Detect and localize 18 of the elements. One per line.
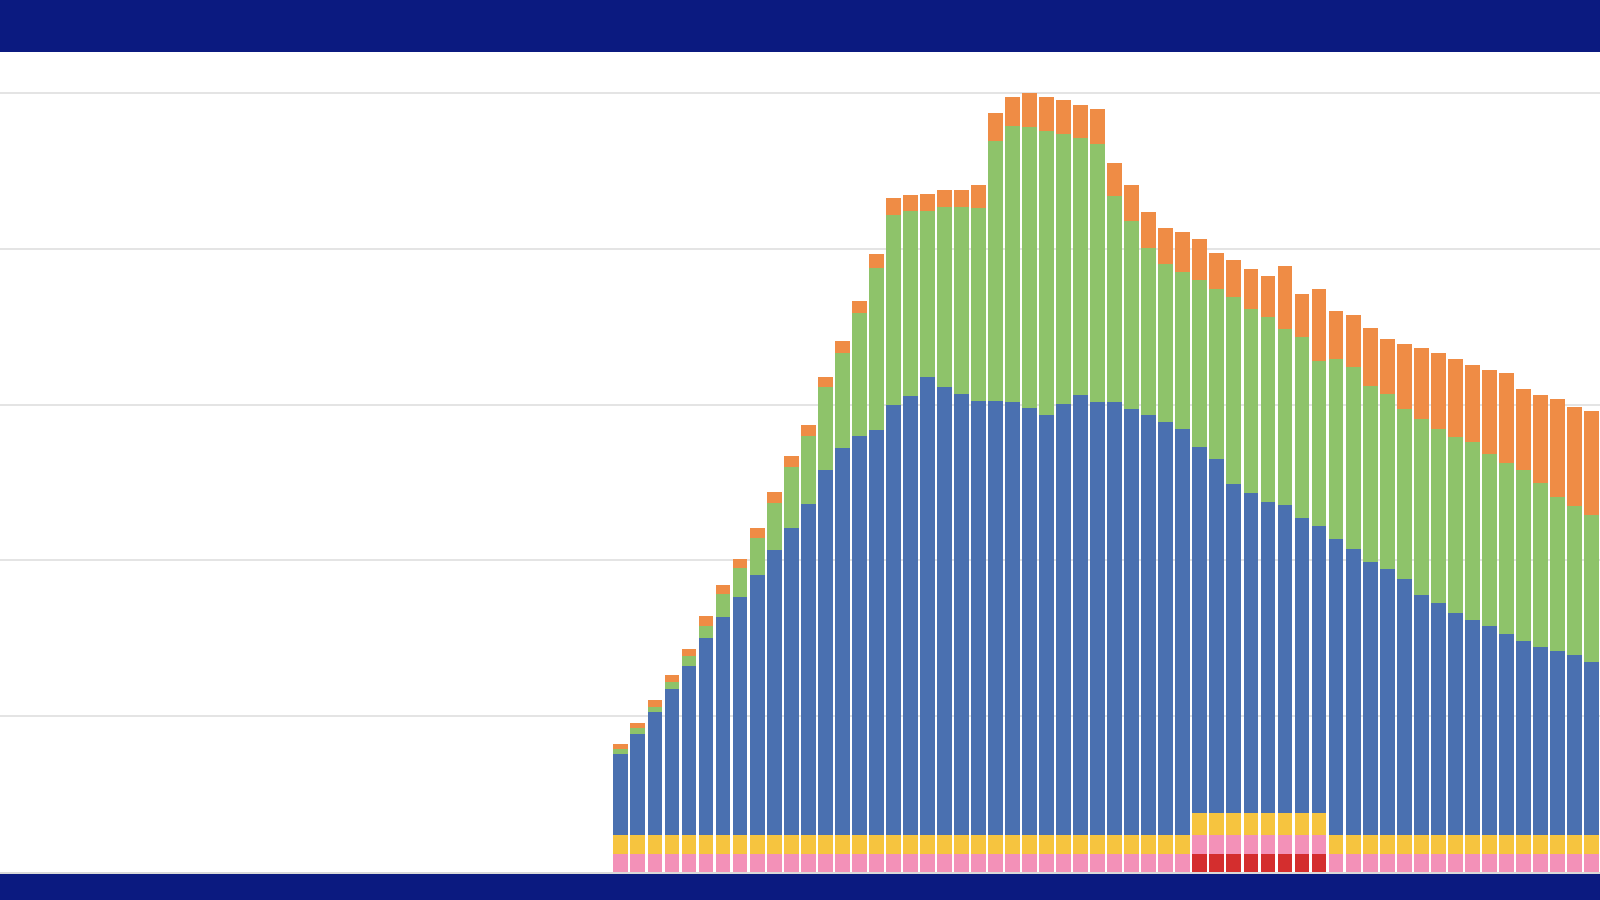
bar — [647, 699, 663, 707]
bar — [783, 456, 799, 467]
bar — [851, 301, 867, 314]
bar — [664, 674, 680, 682]
bar — [715, 584, 731, 594]
bar — [834, 340, 850, 354]
bar — [732, 558, 748, 569]
bar — [817, 376, 833, 388]
bar — [749, 528, 765, 538]
bar — [766, 491, 782, 503]
bar — [613, 748, 629, 755]
bar — [681, 656, 697, 666]
bar — [681, 649, 697, 657]
bar — [868, 254, 884, 269]
bar — [800, 424, 816, 436]
bar — [698, 625, 714, 639]
bar — [698, 616, 714, 626]
bar — [664, 681, 680, 689]
